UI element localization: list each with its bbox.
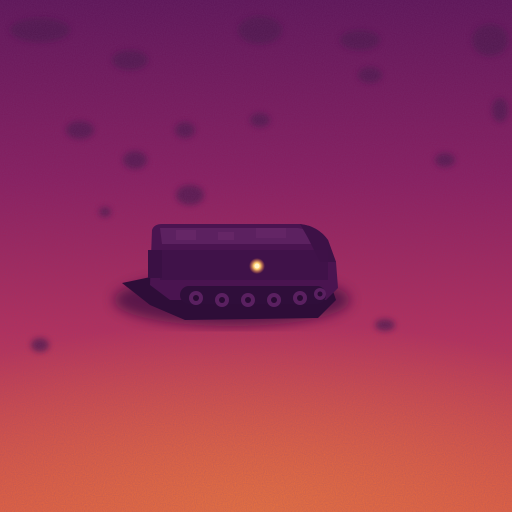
heat-hotspot-core [254, 263, 260, 269]
armored-vehicle-icon [122, 224, 338, 320]
